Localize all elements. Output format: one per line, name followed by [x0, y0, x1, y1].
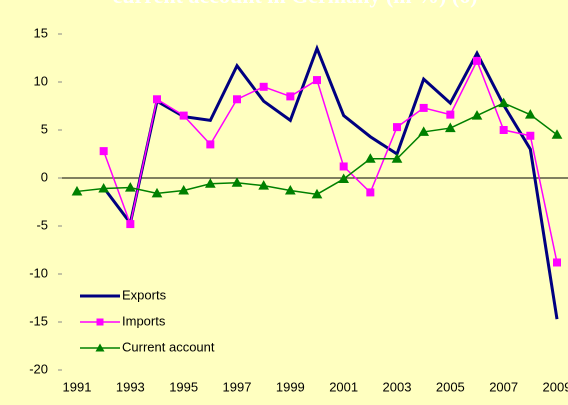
y-tick-label: 0 [41, 169, 48, 184]
y-tick-label: -5 [36, 217, 48, 232]
point [204, 178, 216, 188]
point [498, 97, 510, 108]
point [151, 187, 163, 198]
point [153, 95, 161, 104]
x-tick-label: 2009 [543, 379, 568, 394]
point [98, 183, 110, 193]
x-tick-label: 1991 [63, 379, 92, 394]
y-tick-label: -15 [29, 313, 48, 328]
series-line [102, 59, 558, 263]
point [364, 153, 376, 163]
y-tick-label: -20 [29, 361, 48, 376]
x-tick-label: 2001 [329, 379, 358, 394]
legend-marker [95, 343, 105, 352]
point [124, 182, 136, 192]
x-tick-label: 1993 [116, 379, 145, 394]
point [553, 258, 561, 267]
x-tick-label: 1995 [169, 379, 198, 394]
point [338, 173, 350, 183]
x-tick-label: 1999 [276, 379, 305, 394]
point [206, 140, 215, 149]
point [179, 111, 188, 120]
point [286, 92, 295, 101]
legend-marker [96, 318, 104, 326]
point [393, 123, 401, 132]
x-tick-label: 2003 [383, 379, 412, 394]
point [526, 131, 535, 140]
point [444, 122, 456, 133]
legend-label: Exports [122, 287, 167, 302]
point [311, 188, 323, 199]
x-tick-label: 2007 [489, 379, 518, 394]
point [419, 103, 428, 112]
point [284, 184, 296, 195]
point [391, 153, 403, 163]
legend-label: Imports [122, 313, 166, 328]
point [231, 177, 243, 187]
point [126, 220, 135, 229]
point [259, 82, 268, 91]
point [366, 188, 375, 197]
x-tick-label: 2005 [436, 379, 465, 394]
legend-label: Current account [122, 339, 215, 354]
point [446, 110, 455, 119]
point [178, 184, 190, 195]
x-tick-label: 1997 [223, 379, 252, 394]
point [313, 76, 321, 85]
point [499, 126, 508, 134]
y-tick-label: -10 [29, 265, 48, 280]
point [473, 56, 481, 65]
point [339, 162, 348, 171]
point [471, 110, 483, 120]
y-tick-label: 15 [34, 25, 48, 40]
point [71, 185, 83, 196]
point [418, 126, 430, 136]
point [233, 95, 241, 104]
point [99, 147, 108, 156]
y-tick-label: 10 [34, 73, 48, 88]
point [551, 129, 563, 139]
chart-title: current account in Germany (in %) (6) [113, 0, 478, 8]
point [258, 180, 270, 190]
point [524, 109, 536, 119]
series-line [102, 44, 559, 320]
y-tick-label: 5 [41, 121, 48, 136]
